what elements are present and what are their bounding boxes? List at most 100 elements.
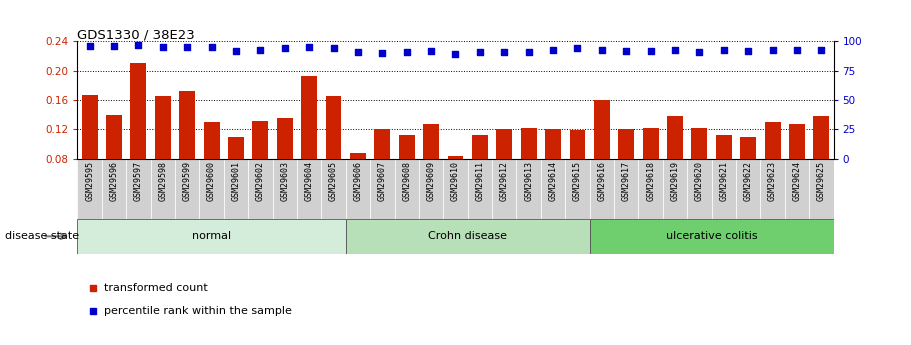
Bar <box>155 96 170 217</box>
Bar <box>277 118 292 217</box>
Bar <box>594 100 609 217</box>
Bar <box>764 122 781 217</box>
Point <box>497 49 512 55</box>
Point <box>253 47 268 52</box>
Point <box>643 48 658 53</box>
Text: GSM29600: GSM29600 <box>207 160 216 200</box>
Bar <box>325 96 342 217</box>
Bar <box>175 159 200 219</box>
Bar <box>248 159 272 219</box>
Text: GSM29608: GSM29608 <box>403 160 411 200</box>
Bar <box>492 159 517 219</box>
Bar <box>642 128 659 217</box>
Text: GSM29613: GSM29613 <box>524 160 533 200</box>
Text: GSM29609: GSM29609 <box>426 160 435 200</box>
Bar <box>472 135 487 217</box>
Point <box>131 42 146 48</box>
Bar <box>77 159 102 219</box>
Bar <box>736 159 761 219</box>
Bar <box>521 128 537 217</box>
Point <box>717 47 732 52</box>
Text: GSM29622: GSM29622 <box>743 160 752 200</box>
Point <box>814 47 829 52</box>
Bar <box>716 135 732 217</box>
Text: GSM29595: GSM29595 <box>85 160 94 200</box>
Text: GSM29602: GSM29602 <box>256 160 265 200</box>
Text: transformed count: transformed count <box>104 283 208 293</box>
Point <box>424 48 438 53</box>
Bar <box>496 129 512 217</box>
Bar <box>322 159 346 219</box>
Bar <box>589 159 614 219</box>
Bar <box>711 159 736 219</box>
Bar <box>687 159 711 219</box>
Text: GSM29610: GSM29610 <box>451 160 460 200</box>
Point <box>82 43 97 49</box>
Text: GSM29619: GSM29619 <box>670 160 680 200</box>
Text: GSM29620: GSM29620 <box>695 160 704 200</box>
Text: Crohn disease: Crohn disease <box>428 231 507 241</box>
Text: GSM29623: GSM29623 <box>768 160 777 200</box>
Bar <box>150 159 175 219</box>
Text: GSM29605: GSM29605 <box>329 160 338 200</box>
Bar <box>370 159 394 219</box>
Point <box>302 45 316 50</box>
Text: GSM29599: GSM29599 <box>183 160 191 200</box>
Text: disease state: disease state <box>5 231 78 241</box>
Point <box>229 48 243 53</box>
Text: GSM29601: GSM29601 <box>231 160 241 200</box>
Text: normal: normal <box>192 231 231 241</box>
Point <box>595 47 609 52</box>
Bar <box>589 219 834 254</box>
Bar <box>809 159 834 219</box>
Point <box>668 47 682 52</box>
Point <box>179 45 194 50</box>
Bar <box>444 159 467 219</box>
Text: GSM29618: GSM29618 <box>646 160 655 200</box>
Point <box>570 46 585 51</box>
Bar <box>102 159 127 219</box>
Bar <box>127 159 150 219</box>
Bar <box>639 159 663 219</box>
Point <box>521 49 536 55</box>
Bar <box>374 129 390 217</box>
Bar <box>569 130 586 217</box>
Text: GSM29598: GSM29598 <box>159 160 168 200</box>
Bar <box>663 159 687 219</box>
Point <box>619 48 633 53</box>
Bar <box>789 124 805 217</box>
Point <box>741 48 755 53</box>
Bar <box>399 135 415 217</box>
Bar <box>619 129 634 217</box>
Bar <box>424 124 439 217</box>
Text: GSM29617: GSM29617 <box>621 160 630 200</box>
Text: GSM29625: GSM29625 <box>817 160 826 200</box>
Point <box>375 50 390 56</box>
Text: GSM29621: GSM29621 <box>720 160 728 200</box>
Bar <box>200 159 224 219</box>
Bar <box>130 63 147 217</box>
Bar <box>350 153 366 217</box>
Bar <box>179 91 195 217</box>
Bar <box>346 219 589 254</box>
Bar <box>691 128 707 217</box>
Point <box>399 49 414 55</box>
Text: GSM29624: GSM29624 <box>793 160 802 200</box>
Bar <box>272 159 297 219</box>
Bar <box>447 156 464 217</box>
Bar <box>565 159 589 219</box>
Bar <box>541 159 565 219</box>
Bar <box>302 76 317 217</box>
Bar <box>814 116 829 217</box>
Bar <box>204 122 220 217</box>
Bar <box>761 159 784 219</box>
Text: GSM29596: GSM29596 <box>109 160 118 200</box>
Text: GSM29614: GSM29614 <box>548 160 558 200</box>
Text: GSM29616: GSM29616 <box>598 160 607 200</box>
Bar <box>419 159 444 219</box>
Bar <box>228 137 244 217</box>
Bar <box>545 129 561 217</box>
Bar <box>784 159 809 219</box>
Bar <box>77 219 346 254</box>
Point <box>473 49 487 55</box>
